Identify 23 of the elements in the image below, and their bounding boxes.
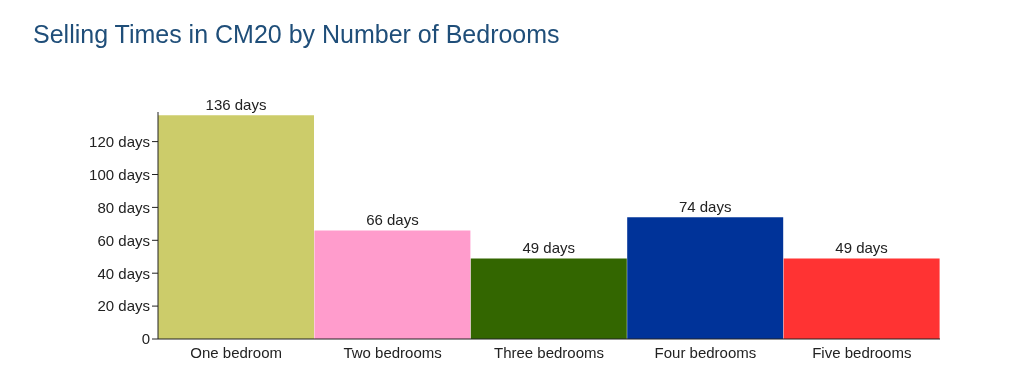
y-tick-label: 0 [141,330,150,348]
x-tick-label: Five bedrooms [812,343,912,361]
bar [314,230,471,339]
y-tick-label: 40 days [97,264,150,282]
data-label: 66 days [366,211,419,229]
y-tick-label: 120 days [89,132,150,150]
data-label: 49 days [522,239,576,257]
data-label: 136 days [205,96,267,114]
y-tick-label: 20 days [97,297,150,315]
y-tick-label: 80 days [97,198,150,216]
bar [783,258,940,339]
chart-title: Selling Times in CM20 by Number of Bedrooms [32,19,561,50]
data-label: 74 days [678,198,732,216]
data-label: 49 days [835,239,888,257]
bar [627,217,784,339]
x-tick-label: One bedroom [190,343,283,361]
y-tick-label: 60 days [97,231,150,249]
x-tick-label: Four bedrooms [654,343,757,361]
x-tick-label: Three bedrooms [493,343,605,361]
y-tick-label: 100 days [89,165,150,183]
x-tick-label: Two bedrooms [343,343,442,361]
bar [158,115,314,339]
bar [470,258,627,339]
